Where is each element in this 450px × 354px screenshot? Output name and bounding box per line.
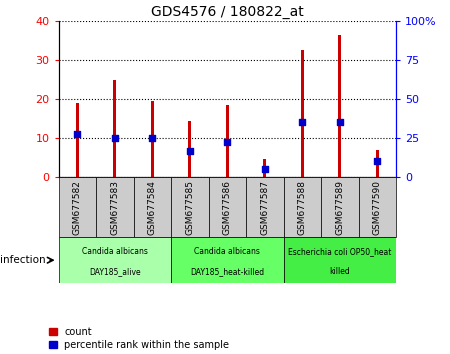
FancyBboxPatch shape (208, 177, 246, 237)
FancyBboxPatch shape (134, 177, 171, 237)
Bar (113, 80, 116, 177)
Bar (376, 150, 379, 177)
Text: GSM677590: GSM677590 (373, 179, 382, 235)
Bar (76, 103, 79, 177)
Text: GSM677586: GSM677586 (223, 179, 232, 235)
Text: GSM677589: GSM677589 (335, 179, 344, 235)
Text: GSM677584: GSM677584 (148, 179, 157, 235)
Text: Candida albicans: Candida albicans (82, 247, 148, 256)
Point (374, 159, 381, 164)
Text: Candida albicans: Candida albicans (194, 247, 260, 256)
Bar (263, 159, 266, 177)
Bar (188, 120, 191, 177)
Bar (338, 35, 341, 177)
Text: GSM677588: GSM677588 (298, 179, 307, 235)
FancyBboxPatch shape (284, 237, 396, 283)
Point (74, 131, 81, 137)
Text: GSM677583: GSM677583 (110, 179, 119, 235)
Text: GSM677582: GSM677582 (73, 179, 82, 235)
Text: DAY185_heat-killed: DAY185_heat-killed (190, 267, 264, 276)
FancyBboxPatch shape (246, 177, 284, 237)
Point (111, 135, 118, 141)
Point (299, 120, 306, 125)
Bar (151, 101, 154, 177)
Text: GSM677587: GSM677587 (260, 179, 269, 235)
Text: infection: infection (0, 255, 45, 265)
FancyBboxPatch shape (284, 177, 321, 237)
FancyBboxPatch shape (359, 177, 396, 237)
Bar (301, 50, 304, 177)
Point (148, 135, 156, 141)
FancyBboxPatch shape (171, 177, 208, 237)
FancyBboxPatch shape (58, 237, 171, 283)
Bar (226, 105, 229, 177)
Text: killed: killed (329, 267, 350, 276)
FancyBboxPatch shape (321, 177, 359, 237)
FancyBboxPatch shape (96, 177, 134, 237)
Text: Escherichia coli OP50_heat: Escherichia coli OP50_heat (288, 247, 392, 256)
FancyBboxPatch shape (58, 177, 96, 237)
Legend: count, percentile rank within the sample: count, percentile rank within the sample (45, 323, 234, 354)
Point (261, 166, 268, 172)
Point (186, 148, 194, 153)
Point (224, 139, 231, 145)
Text: GSM677585: GSM677585 (185, 179, 194, 235)
Title: GDS4576 / 180822_at: GDS4576 / 180822_at (151, 5, 304, 19)
Point (336, 120, 343, 125)
Text: DAY185_alive: DAY185_alive (89, 267, 140, 276)
FancyBboxPatch shape (171, 237, 284, 283)
